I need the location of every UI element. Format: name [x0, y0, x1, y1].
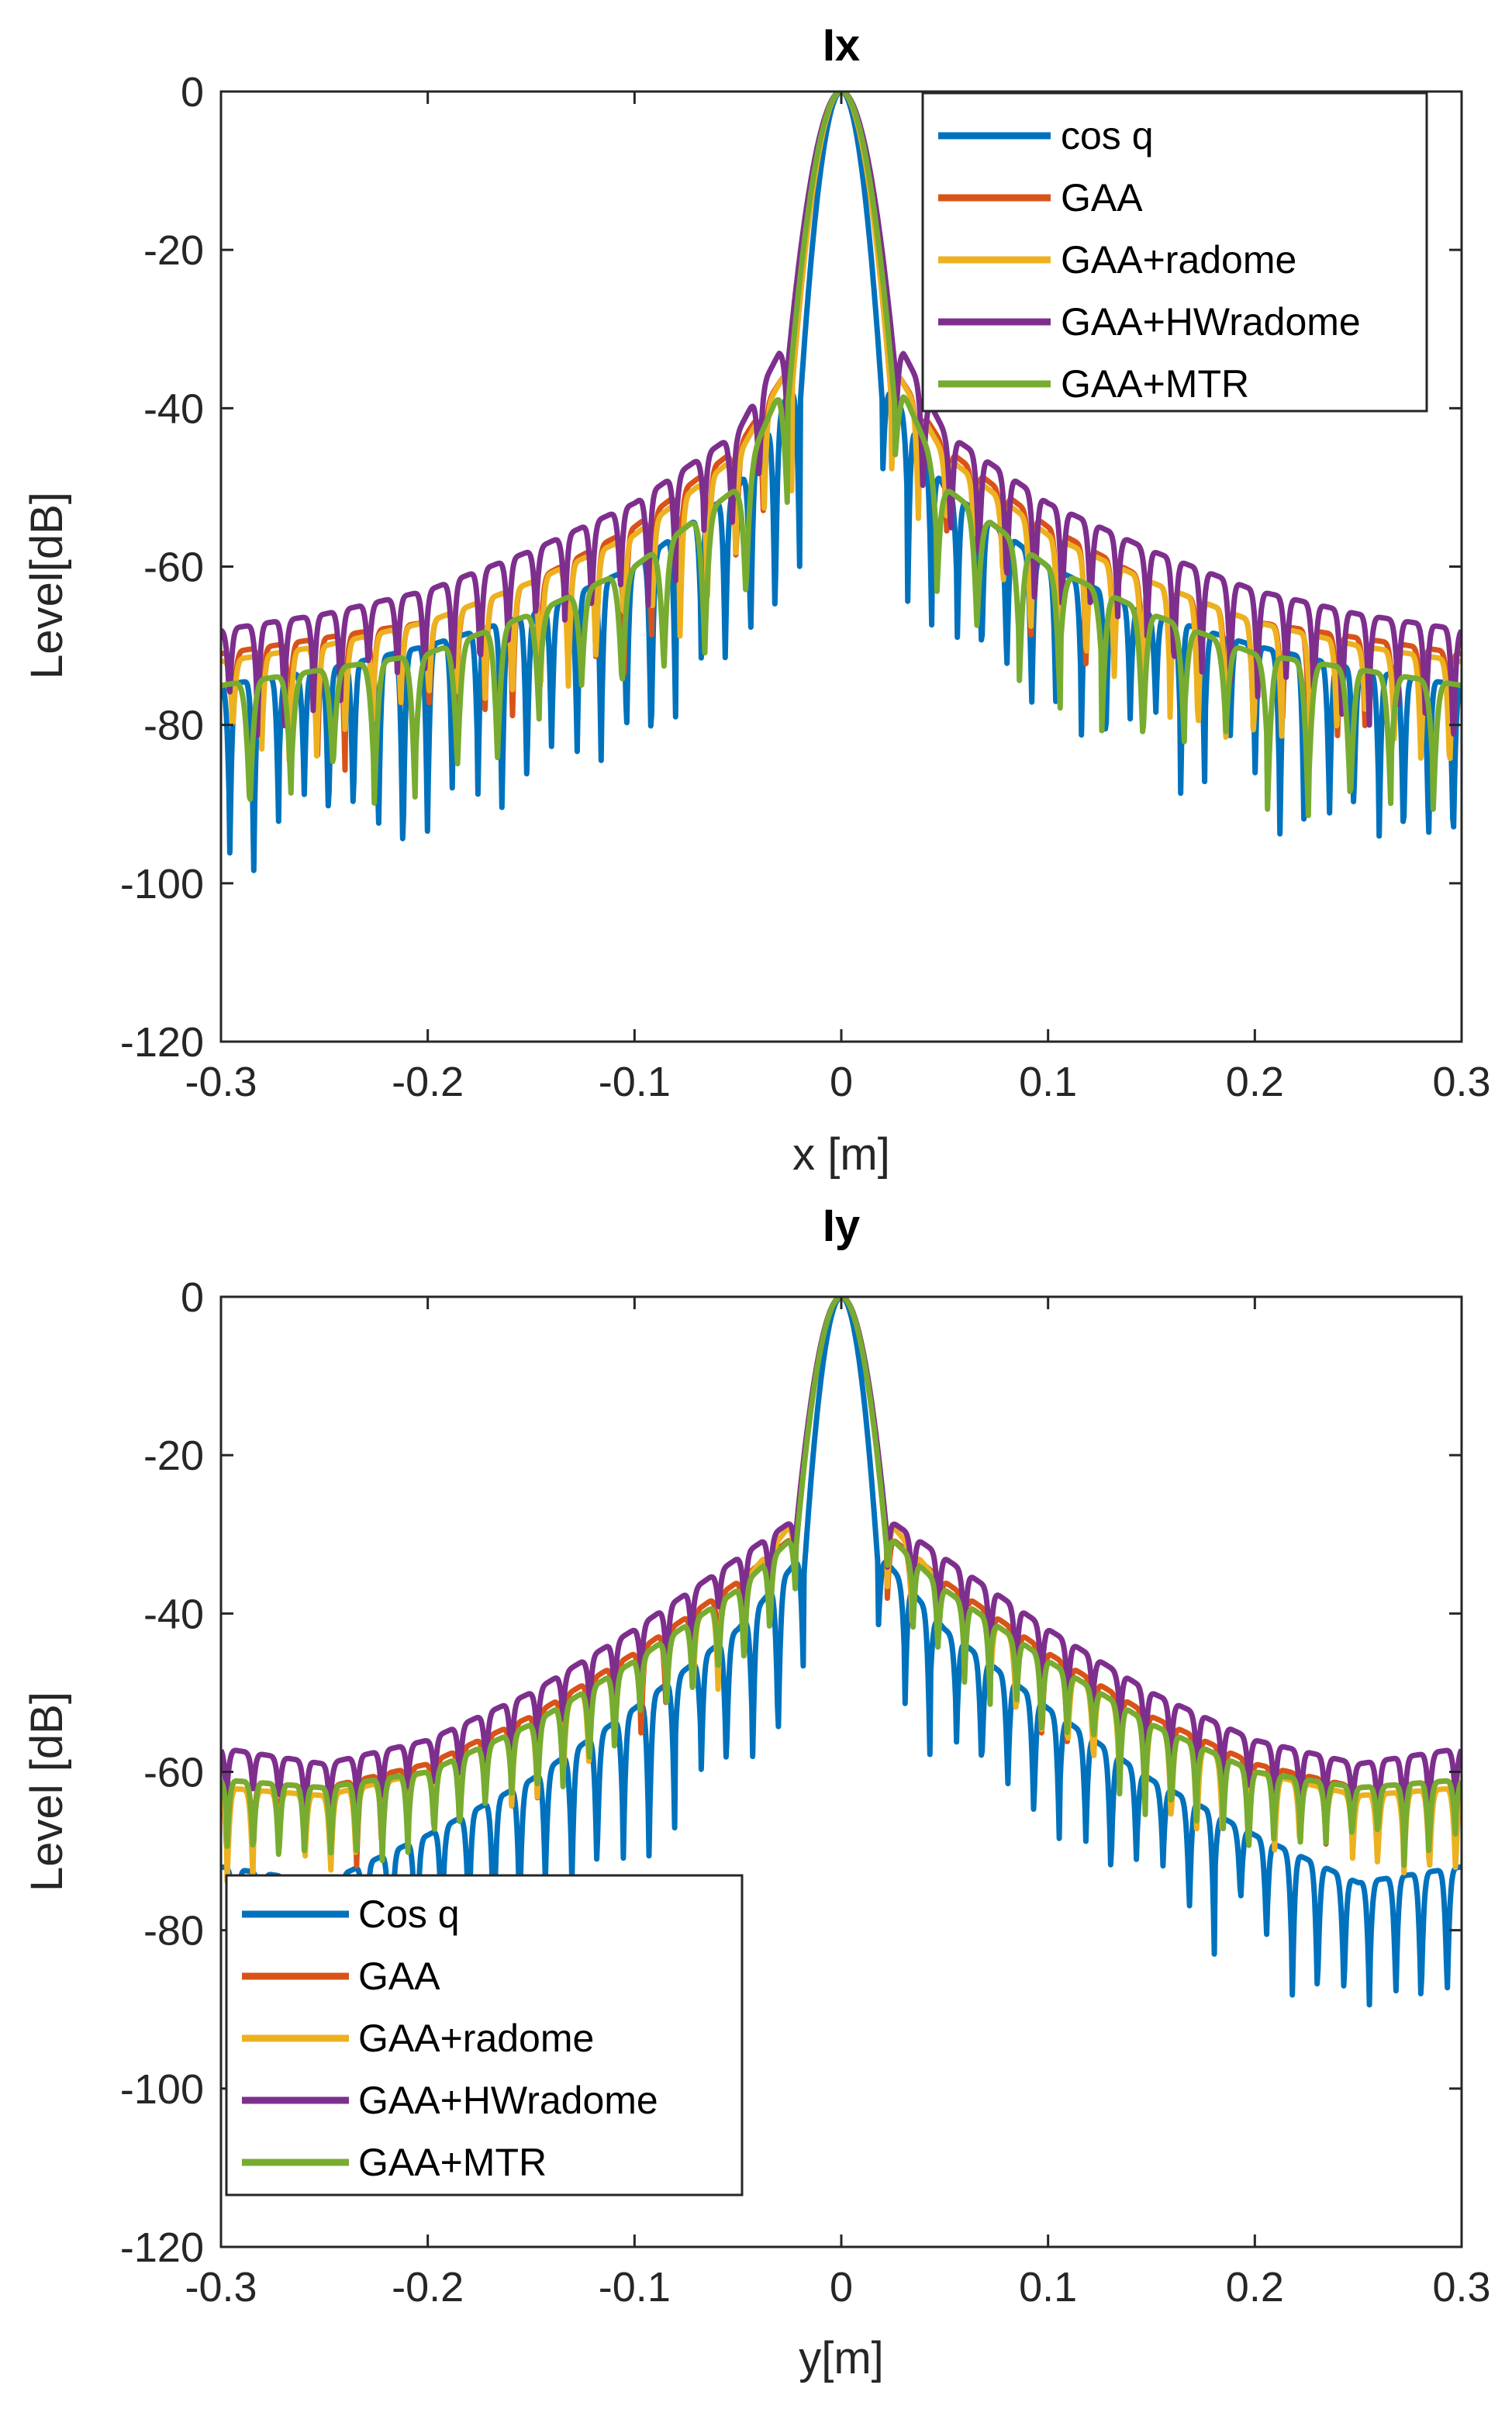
legend-label: GAA+radome [1061, 238, 1296, 282]
legend-label: GAA+MTR [358, 2141, 547, 2184]
x-axis-label: y[m] [799, 2333, 884, 2383]
series-line-gaa [221, 1297, 1462, 1869]
x-tick-label: 0 [830, 2264, 853, 2311]
legend-label: GAA+radome [358, 2017, 594, 2060]
legend: cos q GAA GAA+radome GAA+HWradome GAA+MT… [921, 92, 1428, 413]
y-tick-label: -60 [143, 544, 204, 591]
x-tick-label: 0.3 [1432, 2264, 1490, 2311]
series-line-gaa-hwradome [221, 1297, 1462, 1825]
x-axis-label: x [m] [792, 1129, 890, 1180]
legend-label: GAA [1061, 176, 1143, 219]
series-line-gaa-mtr [221, 92, 1462, 818]
x-tick-label: 0.2 [1226, 1059, 1284, 1105]
y-tick-label: -100 [120, 861, 204, 907]
x-tick-label: 0.1 [1019, 1059, 1077, 1105]
x-tick-label: -0.3 [185, 2264, 257, 2311]
curves [221, 92, 1462, 873]
legend-label: Cos q [358, 1892, 460, 1936]
chart-iy: Iy y[m] Level [dB] -0.3 -0.2 -0.1 0 0.1 0.2 0.… [22, 1201, 1491, 2383]
series-line-gaa-hwradome [221, 92, 1462, 738]
legend-box [921, 92, 1428, 413]
y-tick-label: -80 [143, 1908, 204, 1955]
x-tick-label: -0.1 [599, 2264, 671, 2311]
y-tick-label: -120 [120, 2224, 204, 2271]
chart-title: Ix [823, 20, 860, 71]
ticks: -0.3 -0.2 -0.1 0 0.1 0.2 0.3 0 -20 -40 -60 -80 -100 -… [120, 69, 1491, 1105]
y-axis-label: Level[dB] [22, 492, 72, 679]
y-tick-label: -80 [143, 703, 204, 749]
y-axis-label: Level [dB] [22, 1692, 72, 1892]
x-tick-label: 0.1 [1019, 2264, 1077, 2311]
y-tick-label: 0 [181, 1274, 204, 1321]
y-tick-label: 0 [181, 69, 204, 116]
series-line-cos-q [221, 1297, 1462, 2020]
y-tick-label: -40 [143, 1591, 204, 1637]
y-tick-label: -120 [120, 1019, 204, 1066]
legend-label: cos q [1061, 114, 1154, 157]
legend-label: GAA+MTR [1061, 362, 1249, 406]
legend-label: GAA+HWradome [1061, 300, 1361, 344]
series-line-gaa-mtr [221, 1297, 1462, 1868]
x-tick-label: 0.3 [1432, 1059, 1490, 1105]
y-tick-label: -40 [143, 385, 204, 432]
x-tick-label: -0.2 [392, 1059, 464, 1105]
y-tick-label: -60 [143, 1750, 204, 1796]
x-tick-label: -0.3 [185, 1059, 257, 1105]
legend: Cos q GAA GAA+radome GAA+HWradome GAA+MT… [225, 1874, 744, 2197]
ticks: -0.3 -0.2 -0.1 0 0.1 0.2 0.3 0 -20 -40 -60 -80 -100 -… [120, 1274, 1491, 2311]
curves [221, 1297, 1462, 2020]
series-line-cos-q [221, 92, 1462, 873]
x-tick-label: 0.2 [1226, 2264, 1284, 2311]
legend-label: GAA [358, 1955, 440, 1998]
x-tick-label: 0 [830, 1059, 853, 1105]
chart-ix: Ix x [m] Level[dB] -0.3 -0.2 -0.1 0 0.1 0.2 0.… [22, 20, 1491, 1180]
y-tick-label: -100 [120, 2066, 204, 2113]
x-tick-label: -0.2 [392, 2264, 464, 2311]
chart-title: Iy [823, 1201, 860, 1251]
legend-label: GAA+HWradome [358, 2079, 658, 2122]
series-line-gaa-radome [221, 92, 1462, 763]
y-tick-label: -20 [143, 1433, 204, 1479]
x-tick-label: -0.1 [599, 1059, 671, 1105]
y-tick-label: -20 [143, 227, 204, 274]
